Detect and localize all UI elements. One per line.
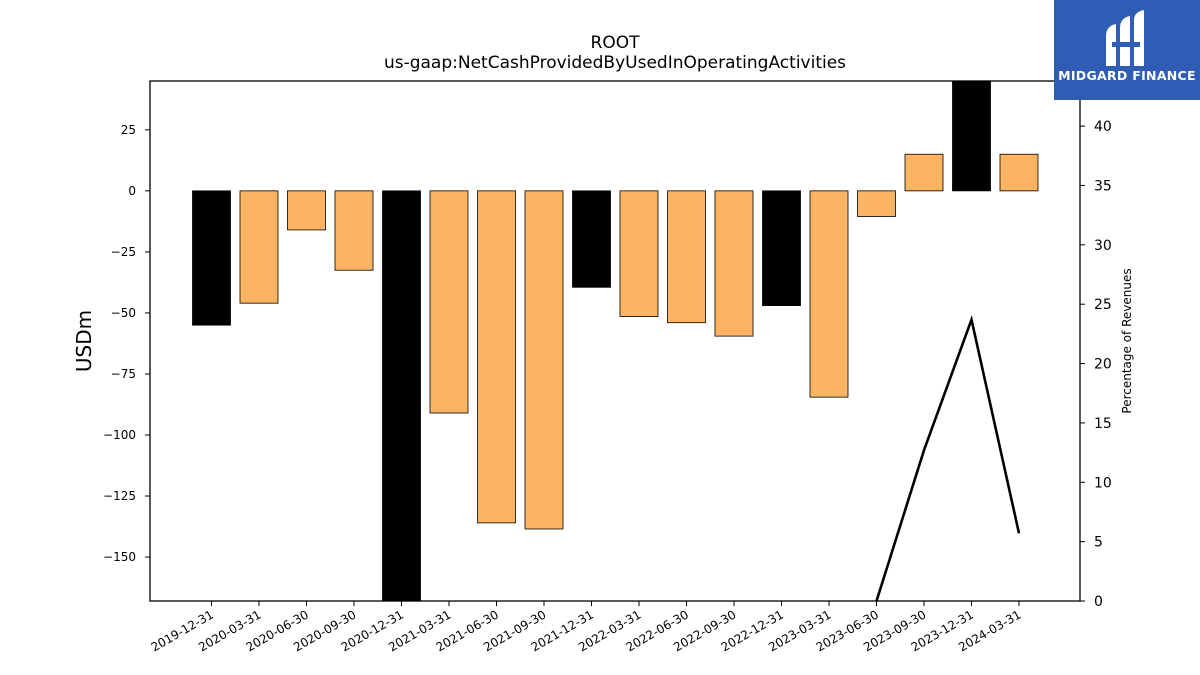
- y2-tick-label: 40: [1094, 119, 1112, 135]
- line-group: [875, 314, 1021, 602]
- y-tick-label: −100: [103, 428, 136, 442]
- y-tick-label: −50: [111, 306, 136, 320]
- y-tick-label: −125: [103, 489, 136, 503]
- percentage-line: [875, 314, 1021, 602]
- y2-tick-label: 10: [1094, 475, 1112, 491]
- y2-tick-label: 15: [1094, 416, 1112, 432]
- y-tick-label: 25: [121, 123, 136, 137]
- y-axis-ticks: 25 0 −25 −50 −75 −100 −125 −150: [103, 123, 150, 564]
- bar-2020-06-30: [287, 190, 326, 231]
- bar-2021-12-31: [572, 190, 611, 288]
- bar-2020-09-30: [334, 190, 374, 271]
- bar-2022-09-30: [714, 190, 754, 337]
- plot-frame: [149, 80, 1081, 602]
- y2-axis-label: Percentage of Revenues: [1120, 268, 1134, 413]
- y2-tick-label: 0: [1094, 594, 1103, 610]
- x-axis-ticks: 2019-12-312020-03-312020-06-302020-09-30…: [149, 601, 1024, 654]
- bar-2024-03-31: [999, 153, 1039, 192]
- y-tick-label: 0: [128, 184, 136, 198]
- y2-tick-label: 20: [1094, 357, 1112, 373]
- chart-title: ROOT: [591, 33, 641, 53]
- y2-tick-label: 30: [1094, 238, 1112, 254]
- bar-2023-06-30: [857, 190, 896, 217]
- y2-tick-label: 25: [1094, 297, 1112, 313]
- y2-tick-label: 35: [1094, 178, 1112, 194]
- bar-2021-06-30: [477, 190, 516, 524]
- y2-axis-ticks: 0 5 10 15 20 25 30 35 40: [1080, 119, 1112, 610]
- bar-2021-09-30: [524, 190, 564, 530]
- chart-subtitle: us-gaap:NetCashProvidedByUsedInOperating…: [384, 53, 846, 73]
- bar-2021-03-31: [429, 190, 469, 414]
- bar-2020-12-31: [382, 190, 421, 601]
- y-tick-label: −150: [103, 550, 136, 564]
- y-axis-label: USDm: [72, 310, 96, 372]
- y2-tick-label: 5: [1094, 535, 1103, 551]
- bar-2023-09-30: [904, 153, 944, 192]
- bar-2023-12-31: [952, 81, 991, 192]
- bar-2023-03-31: [809, 190, 849, 398]
- bar-2022-03-31: [619, 190, 659, 317]
- bar-2020-03-31: [239, 190, 279, 304]
- bar-2022-12-31: [762, 190, 801, 307]
- bar-2019-12-31: [192, 190, 231, 326]
- bar-2022-06-30: [667, 190, 706, 324]
- y-tick-label: −25: [111, 245, 136, 259]
- y-tick-label: −75: [111, 367, 136, 381]
- midgard-logo-mark-icon: [1106, 10, 1144, 66]
- midgard-finance-logo: MIDGARD FINANCE: [1054, 0, 1200, 100]
- logo-text: MIDGARD FINANCE: [1058, 68, 1196, 83]
- bars-group: [192, 81, 1039, 601]
